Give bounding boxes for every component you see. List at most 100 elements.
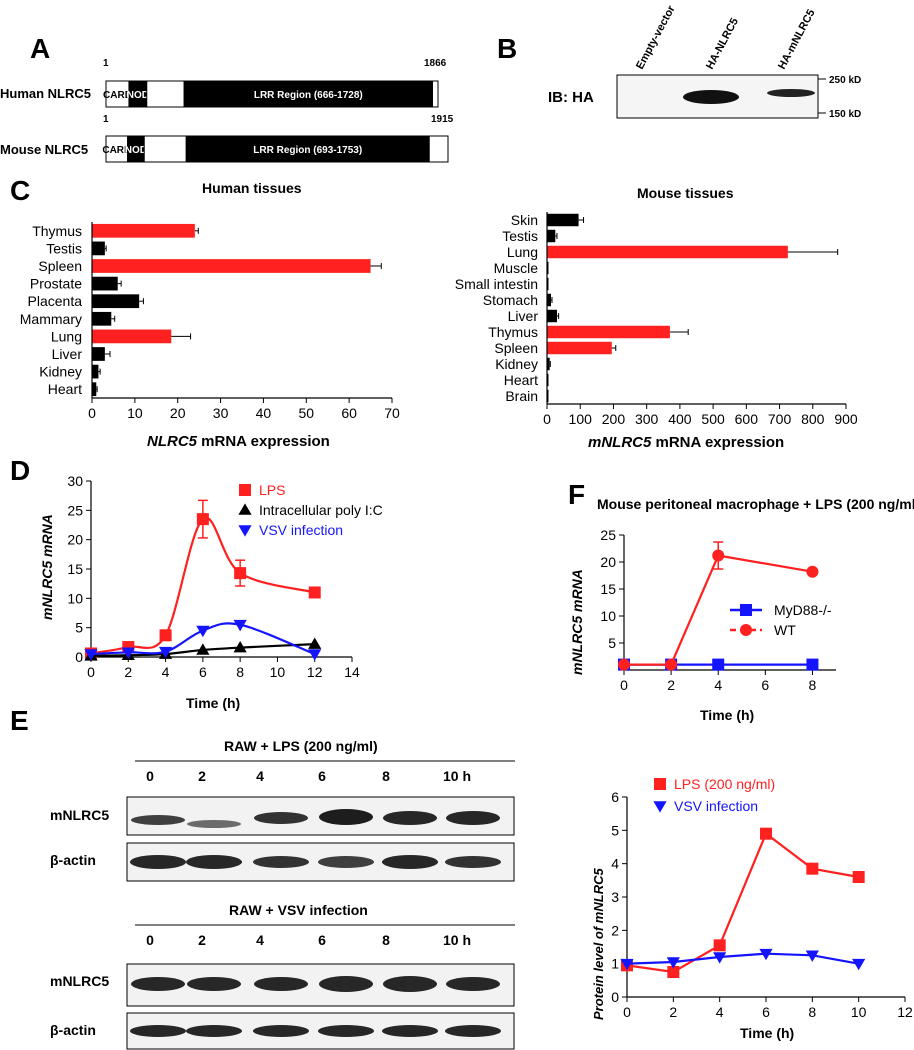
lps-row-actin-label: β-actin <box>50 852 96 868</box>
y-tick-label-20: 20 <box>67 532 83 548</box>
band-actin-2 <box>253 1025 309 1037</box>
x-tick-label-10: 10 <box>270 664 286 680</box>
band-mnlrc5-4 <box>383 811 437 825</box>
bar-spleen <box>92 259 371 273</box>
band-actin-4 <box>382 1025 438 1037</box>
y-tick-label-15: 15 <box>600 581 616 597</box>
tick-label-testis: Testis <box>502 228 538 244</box>
x-tick-label-12: 12 <box>307 664 323 680</box>
x-tick-label-400: 400 <box>668 411 692 427</box>
time-label-0: 0 <box>146 768 154 784</box>
marker-250kd: 250 kD <box>829 75 861 86</box>
panel-letter-b: B <box>497 33 517 64</box>
x-tick-label-6: 6 <box>199 664 207 680</box>
point-intracellular-poly-i-c-5 <box>308 637 322 649</box>
band-actin-0 <box>130 1025 186 1037</box>
y-tick-label-25: 25 <box>600 527 616 543</box>
time-label-3: 6 <box>318 768 326 784</box>
vsv-blot-title: RAW + VSV infection <box>229 902 368 918</box>
band-actin-1 <box>186 855 242 869</box>
x-tick-label-2: 2 <box>667 677 675 693</box>
x-tick-label-8: 8 <box>236 664 244 680</box>
bar-testis <box>547 229 556 243</box>
legend-marker-lps <box>239 484 251 496</box>
band-mnlrc5-4 <box>383 976 437 992</box>
point-vsv-infection-2 <box>158 646 173 659</box>
tick-label-prostate: Prostate <box>30 276 82 292</box>
x-tick-label-2: 2 <box>669 1004 677 1020</box>
domain-segment-4 <box>428 135 449 163</box>
band-mnlrc5-1 <box>187 820 241 828</box>
point-lps-4 <box>234 567 247 580</box>
band-actin-2 <box>253 856 309 868</box>
mouse-nlrc5-label: Mouse NLRC5 <box>0 142 88 157</box>
lane-label-empty-vector: Empty-vector <box>634 3 678 71</box>
tick-label-skin: Skin <box>511 212 538 228</box>
bar-thymus <box>92 223 195 238</box>
tick-label-spleen: Spleen <box>494 340 538 356</box>
bar-brain <box>547 389 549 403</box>
domain-segment-2 <box>143 135 187 163</box>
tick-label-stomach: Stomach <box>483 292 538 308</box>
point-wt-2 <box>712 549 725 562</box>
lps-row-mnlrc5-label: mNLRC5 <box>50 807 109 823</box>
time-label-2: 4 <box>256 768 264 784</box>
bar-skin <box>547 213 579 227</box>
domain-segment-2 <box>146 80 185 108</box>
y-tick-label-5: 5 <box>611 822 619 838</box>
x-tick-label-12: 12 <box>897 1004 913 1020</box>
band-actin-5 <box>445 856 501 868</box>
time-label-4: 8 <box>382 932 390 948</box>
bar-heart <box>92 382 97 397</box>
time-label-0: 0 <box>146 932 154 948</box>
x-tick-label-70: 70 <box>384 405 400 421</box>
point-vsv-infection-0 <box>620 958 634 971</box>
panel-letter-c: C <box>10 175 30 206</box>
mouse-start-label: 1 <box>103 114 109 125</box>
point-vsv-infection-1 <box>121 647 135 659</box>
point-lps-200-ng-ml-4 <box>806 862 819 875</box>
series-line-lps-200-ng-ml <box>626 831 859 974</box>
band-actin-3 <box>318 1025 374 1037</box>
panel-letter-a: A <box>30 33 50 64</box>
x-tick-label-8: 8 <box>809 677 817 693</box>
tick-label-spleen: Spleen <box>38 258 82 274</box>
bar-heart <box>547 373 549 387</box>
tick-label-kidney: Kidney <box>495 356 538 372</box>
point-lps-200-ng-ml-2 <box>713 939 726 952</box>
x-tick-label-0: 0 <box>543 411 551 427</box>
vsv-time-labels: 0 2 4 6 8 10 h <box>146 932 471 948</box>
band-mnlrc5-2 <box>254 812 308 824</box>
x-tick-label-800: 800 <box>801 411 825 427</box>
x-tick-label-8: 8 <box>808 1004 816 1020</box>
y-tick-label-0: 0 <box>611 989 619 1005</box>
y-tick-label-30: 30 <box>67 473 83 489</box>
point-intracellular-poly-i-c-4 <box>233 641 247 653</box>
bar-kidney <box>92 364 99 379</box>
x-tick-label-6: 6 <box>761 677 769 693</box>
legend-label-vsv-infection: VSV infection <box>259 522 343 538</box>
point-wt-3 <box>806 565 819 578</box>
y-tick-label-20: 20 <box>600 554 616 570</box>
bar-thymus <box>547 325 670 339</box>
x-tick-label-200: 200 <box>602 411 626 427</box>
series-line-wt <box>624 554 813 666</box>
bar-stomach <box>547 293 551 307</box>
panel-f-xlabel: Time (h) <box>700 707 754 723</box>
point-myd88-2 <box>712 658 725 671</box>
x-tick-label-60: 60 <box>341 405 357 421</box>
y-tick-label-4: 4 <box>611 856 619 872</box>
bar-liver <box>547 309 557 323</box>
y-tick-label-3: 3 <box>611 889 619 905</box>
lps-time-labels: 0 2 4 6 8 10 h <box>146 768 471 784</box>
time-label-1: 2 <box>198 932 206 948</box>
domain-segment-3 <box>185 135 430 163</box>
point-vsv-infection-3 <box>759 948 773 961</box>
tick-label-heart: Heart <box>504 372 538 388</box>
legend-marker-intracellular-poly-i-c <box>238 503 252 515</box>
domain-label-nod: NOD <box>125 145 147 156</box>
human-tissues-title: Human tissues <box>202 180 302 196</box>
